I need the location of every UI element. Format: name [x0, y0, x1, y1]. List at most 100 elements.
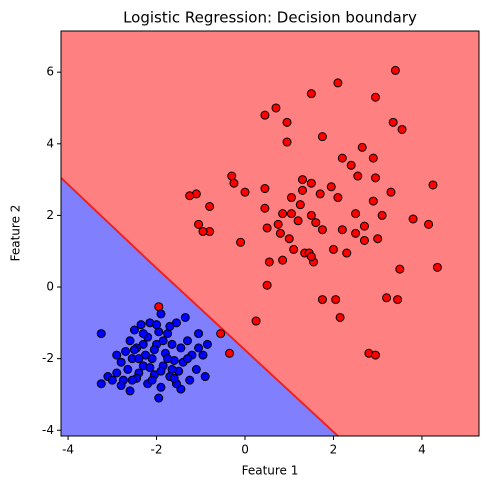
point [370, 173, 380, 183]
point [317, 225, 327, 235]
point [260, 110, 270, 120]
point [198, 350, 208, 360]
point [306, 89, 316, 99]
point [129, 325, 139, 335]
point [373, 234, 383, 244]
point [185, 191, 195, 201]
point [129, 345, 139, 355]
point [337, 225, 347, 235]
point [390, 65, 400, 75]
point [286, 209, 296, 219]
point [298, 175, 308, 185]
point [145, 363, 155, 373]
y-tick-label: -2 [42, 351, 54, 365]
plot-frame [60, 30, 480, 437]
point [240, 187, 250, 197]
point [333, 78, 343, 88]
x-tick-label: 0 [241, 443, 249, 457]
point [147, 354, 157, 364]
point [156, 309, 166, 319]
point [359, 221, 369, 231]
point [328, 244, 338, 254]
point [311, 218, 321, 228]
point [351, 209, 361, 219]
point [382, 293, 392, 303]
point [428, 180, 438, 190]
point [333, 193, 343, 203]
point [295, 200, 305, 210]
x-tick-label: 2 [330, 443, 338, 457]
point [167, 339, 177, 349]
point [370, 92, 380, 102]
point [138, 329, 148, 339]
point [275, 228, 285, 238]
point [368, 153, 378, 163]
point [282, 117, 292, 127]
point [317, 132, 327, 142]
point [185, 375, 195, 385]
point [395, 264, 405, 274]
point [335, 312, 345, 322]
point [205, 201, 215, 211]
point [96, 379, 106, 389]
x-axis-label: Feature 1 [242, 464, 299, 478]
point [424, 219, 434, 229]
point [200, 372, 210, 382]
point [282, 137, 292, 147]
point [286, 193, 296, 203]
point [225, 348, 235, 358]
point [202, 339, 212, 349]
point [96, 329, 106, 339]
point [216, 329, 226, 339]
point [262, 223, 272, 233]
point [393, 295, 403, 305]
point [163, 354, 173, 364]
point [260, 184, 270, 194]
point [176, 343, 186, 353]
point [284, 234, 294, 244]
y-tick-label: 4 [46, 136, 54, 150]
point [353, 171, 363, 181]
point [377, 210, 387, 220]
point [180, 312, 190, 322]
point [127, 375, 137, 385]
point [156, 382, 166, 392]
point [326, 182, 336, 192]
point [125, 386, 135, 396]
point [289, 244, 299, 254]
point [368, 196, 378, 206]
chart-title: Logistic Regression: Decision boundary [123, 9, 417, 27]
point [147, 375, 157, 385]
point [408, 214, 418, 224]
point [357, 142, 367, 152]
point [306, 178, 316, 188]
point [112, 368, 122, 378]
point [107, 375, 117, 385]
point [134, 354, 144, 364]
point [306, 252, 316, 262]
y-tick-label: 6 [46, 65, 54, 79]
x-tick-label: -4 [62, 443, 74, 457]
point [152, 320, 162, 330]
point [359, 235, 369, 245]
point [342, 248, 352, 258]
point [293, 216, 303, 226]
y-axis-label: Feature 2 [9, 205, 23, 262]
point [138, 339, 148, 349]
point [262, 280, 272, 290]
point [116, 357, 126, 367]
point [191, 364, 201, 374]
point [260, 203, 270, 213]
x-tick-label: -2 [151, 443, 163, 457]
y-tick-label: 2 [46, 208, 54, 222]
point [112, 350, 122, 360]
point [306, 210, 316, 220]
point [123, 364, 133, 374]
y-tick-label: -4 [42, 423, 54, 437]
point [121, 346, 131, 356]
point [154, 393, 164, 403]
point [370, 350, 380, 360]
point [315, 189, 325, 199]
point [229, 178, 239, 188]
point [136, 320, 146, 330]
